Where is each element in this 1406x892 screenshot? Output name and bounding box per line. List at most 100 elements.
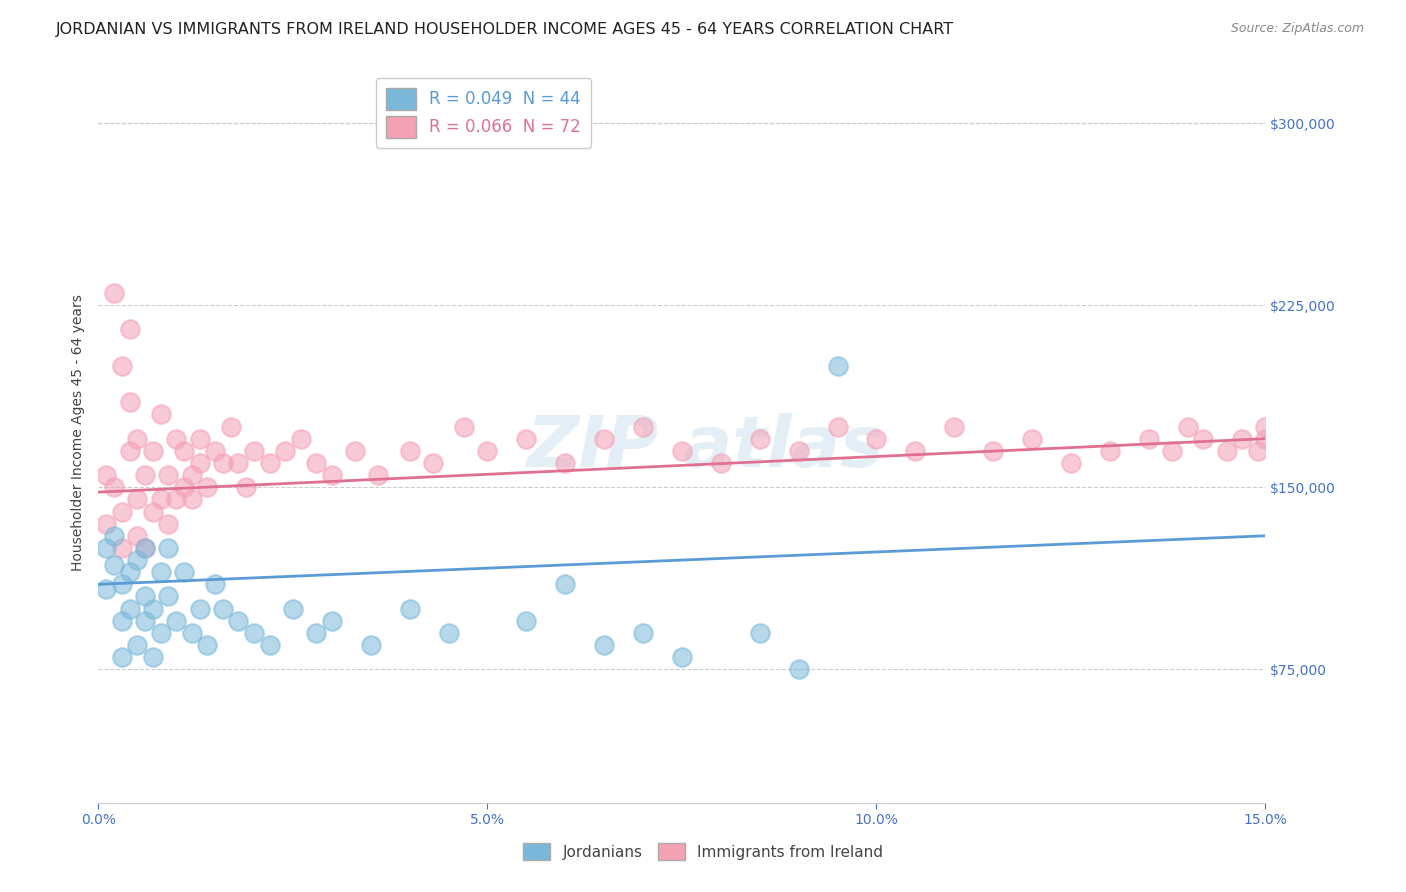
- Point: [204, 577, 226, 591]
- Point: [180, 468, 202, 483]
- Point: [96, 516, 118, 531]
- Point: [118, 322, 141, 336]
- Point: [103, 558, 125, 572]
- Point: [111, 504, 134, 518]
- Point: [710, 456, 733, 470]
- Point: [1177, 419, 1199, 434]
- Point: [165, 492, 187, 507]
- Point: [103, 286, 125, 301]
- Point: [127, 432, 149, 446]
- Point: [228, 614, 250, 628]
- Text: JORDANIAN VS IMMIGRANTS FROM IRELAND HOUSEHOLDER INCOME AGES 45 - 64 YEARS CORRE: JORDANIAN VS IMMIGRANTS FROM IRELAND HOU…: [56, 22, 955, 37]
- Point: [1137, 432, 1160, 446]
- Point: [827, 419, 849, 434]
- Point: [243, 626, 266, 640]
- Point: [554, 577, 576, 591]
- Point: [360, 638, 382, 652]
- Point: [142, 504, 165, 518]
- Point: [157, 468, 180, 483]
- Point: [1230, 432, 1253, 446]
- Point: [1161, 443, 1184, 458]
- Point: [305, 456, 328, 470]
- Point: [904, 443, 927, 458]
- Point: [142, 601, 165, 615]
- Point: [367, 468, 389, 483]
- Point: [118, 395, 141, 409]
- Point: [180, 626, 202, 640]
- Point: [134, 468, 156, 483]
- Point: [118, 565, 141, 579]
- Point: [1254, 419, 1277, 434]
- Point: [321, 468, 343, 483]
- Point: [865, 432, 887, 446]
- Point: [1246, 443, 1268, 458]
- Point: [96, 468, 118, 483]
- Point: [259, 638, 281, 652]
- Point: [149, 408, 172, 422]
- Y-axis label: Householder Income Ages 45 - 64 years: Householder Income Ages 45 - 64 years: [70, 294, 84, 571]
- Point: [305, 626, 328, 640]
- Point: [281, 601, 304, 615]
- Point: [111, 650, 134, 665]
- Point: [96, 541, 118, 555]
- Point: [321, 614, 343, 628]
- Point: [671, 650, 693, 665]
- Point: [554, 456, 576, 470]
- Point: [142, 443, 165, 458]
- Point: [748, 626, 770, 640]
- Point: [127, 529, 149, 543]
- Point: [515, 614, 537, 628]
- Point: [631, 626, 654, 640]
- Point: [111, 541, 134, 555]
- Point: [212, 456, 235, 470]
- Point: [1215, 443, 1237, 458]
- Legend: R = 0.049  N = 44, R = 0.066  N = 72: R = 0.049 N = 44, R = 0.066 N = 72: [375, 78, 591, 148]
- Text: ZIP atlas: ZIP atlas: [527, 413, 884, 482]
- Point: [149, 626, 172, 640]
- Point: [453, 419, 475, 434]
- Point: [212, 601, 235, 615]
- Point: [142, 650, 165, 665]
- Point: [195, 638, 218, 652]
- Point: [398, 601, 420, 615]
- Point: [134, 541, 156, 555]
- Point: [943, 419, 966, 434]
- Point: [188, 432, 211, 446]
- Point: [127, 638, 149, 652]
- Point: [398, 443, 420, 458]
- Point: [165, 432, 187, 446]
- Point: [671, 443, 693, 458]
- Point: [1060, 456, 1083, 470]
- Point: [1254, 432, 1277, 446]
- Point: [274, 443, 297, 458]
- Point: [188, 456, 211, 470]
- Legend: Jordanians, Immigrants from Ireland: Jordanians, Immigrants from Ireland: [516, 837, 890, 866]
- Point: [134, 590, 156, 604]
- Point: [1098, 443, 1121, 458]
- Point: [593, 638, 616, 652]
- Point: [111, 577, 134, 591]
- Point: [173, 443, 195, 458]
- Text: Source: ZipAtlas.com: Source: ZipAtlas.com: [1230, 22, 1364, 36]
- Point: [188, 601, 211, 615]
- Point: [243, 443, 266, 458]
- Point: [173, 565, 195, 579]
- Point: [127, 553, 149, 567]
- Point: [149, 492, 172, 507]
- Point: [422, 456, 444, 470]
- Point: [111, 359, 134, 373]
- Point: [981, 443, 1004, 458]
- Point: [787, 662, 810, 676]
- Point: [157, 590, 180, 604]
- Point: [515, 432, 537, 446]
- Point: [157, 541, 180, 555]
- Point: [103, 480, 125, 494]
- Point: [1021, 432, 1043, 446]
- Point: [134, 614, 156, 628]
- Point: [165, 614, 187, 628]
- Point: [111, 614, 134, 628]
- Point: [103, 529, 125, 543]
- Point: [149, 565, 172, 579]
- Point: [827, 359, 849, 373]
- Point: [259, 456, 281, 470]
